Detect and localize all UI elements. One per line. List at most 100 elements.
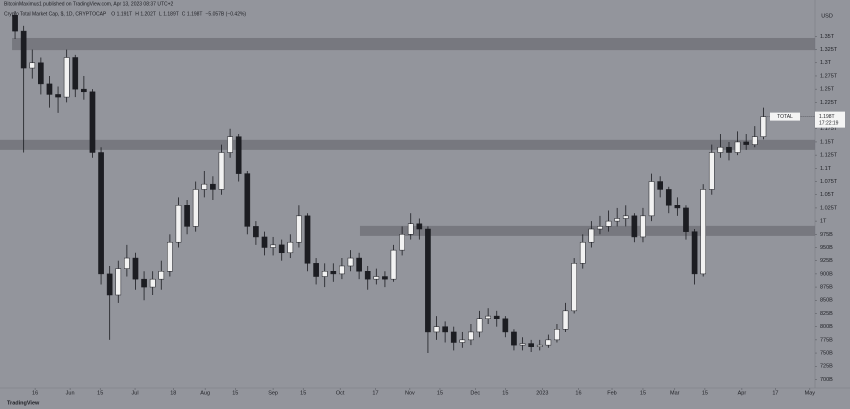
y-tick-label: 775B	[820, 337, 833, 343]
candle-body	[502, 318, 509, 333]
candle-body	[683, 207, 689, 232]
ohlc-value: 1.202T	[140, 11, 156, 17]
x-tick-label: 15	[97, 390, 103, 396]
candle-body	[321, 271, 328, 277]
x-tick-label: Apr	[738, 390, 747, 396]
candle-body	[597, 226, 603, 230]
candle-body	[175, 205, 182, 243]
ohlc-label: C	[182, 11, 186, 17]
candle-body	[390, 249, 397, 280]
candle-body	[244, 173, 251, 227]
x-tick-label: 15	[702, 390, 708, 396]
last-price-box	[815, 111, 845, 128]
candle-body	[218, 152, 225, 190]
candle-body	[201, 183, 208, 190]
candle-body	[373, 276, 380, 280]
candle-body	[700, 189, 707, 275]
candle-body	[72, 57, 79, 90]
candle-body	[356, 257, 362, 272]
candle-body	[253, 226, 259, 238]
x-tick-label: 15	[640, 390, 646, 396]
candle-body	[536, 344, 543, 347]
candle-body	[734, 141, 741, 153]
zone	[0, 139, 815, 150]
x-tick-label: 15	[502, 390, 508, 396]
candle-body	[296, 215, 302, 243]
y-tick-label: 1.1T	[820, 166, 832, 172]
ohlc-value: 1.191T	[117, 11, 133, 17]
candle-body	[545, 339, 552, 346]
candle-body	[588, 228, 595, 243]
candle-body	[261, 236, 268, 248]
y-tick-label: 700B	[820, 377, 833, 383]
candle-body	[29, 62, 36, 69]
y-tick-label: 825B	[820, 311, 833, 317]
candle-body	[115, 268, 122, 296]
candle-body	[347, 257, 354, 267]
published-note: BitcoinMaximus1 published on TradingView…	[4, 1, 174, 7]
ohlc-label: L	[159, 11, 162, 17]
candle-body	[106, 273, 113, 296]
y-tick-label: 1.25T	[820, 87, 835, 93]
candle-body	[63, 57, 70, 98]
candle-body	[468, 331, 474, 341]
candle-body	[38, 62, 44, 85]
candle-body	[304, 215, 311, 264]
candle-body	[717, 146, 724, 153]
zone	[12, 37, 815, 51]
candle-body	[81, 88, 87, 93]
x-tick-label: Aug	[200, 390, 210, 396]
candle-body	[20, 30, 27, 69]
candle-body	[579, 241, 586, 264]
x-tick-label: Dec	[470, 390, 480, 396]
x-tick-label: Oct	[336, 390, 345, 396]
candle-body	[132, 257, 139, 280]
candle-body	[476, 318, 483, 333]
candle-body	[158, 271, 165, 280]
candle-body	[399, 234, 405, 251]
candle-body	[89, 91, 96, 153]
y-tick-label: 1T	[820, 219, 827, 225]
candle-body	[751, 136, 758, 145]
y-tick-label: 1.325T	[820, 47, 838, 53]
candle-body	[450, 331, 457, 343]
zone	[359, 225, 815, 236]
x-tick-label: 16	[575, 390, 581, 396]
candle-body	[235, 136, 242, 174]
x-tick-label: 17	[772, 390, 778, 396]
y-tick-label: 975B	[820, 232, 833, 238]
candle-body	[605, 220, 612, 227]
y-tick-label: 1.05T	[820, 192, 835, 198]
candle-body	[485, 315, 491, 320]
ohlc-value: 1.189T	[163, 11, 179, 17]
y-tick-label: 1.275T	[820, 73, 838, 79]
candle-body	[167, 241, 173, 272]
change: −5.057B (−0.42%)	[206, 11, 247, 17]
y-tick-label: 1.35T	[820, 34, 835, 40]
ohlc-label: H	[135, 11, 139, 17]
candle-body	[691, 231, 698, 275]
candle-body	[313, 263, 319, 277]
last-name: TOTAL	[777, 114, 793, 120]
last-name-box	[770, 112, 800, 121]
candle-body	[46, 83, 53, 95]
x-tick-label: Feb	[607, 390, 616, 396]
candle-body	[511, 331, 517, 346]
candle-body	[640, 215, 646, 238]
x-tick-label: Mar	[670, 390, 680, 396]
y-tick-label: 875B	[820, 285, 833, 291]
y-tick-label: 1.3T	[820, 60, 832, 66]
candle-body	[270, 244, 276, 248]
y-tick-label: 1.075T	[820, 179, 838, 185]
x-tick-label: 18	[170, 390, 176, 396]
currency: USD	[821, 13, 833, 19]
candle-body	[648, 181, 655, 217]
candle-body	[364, 271, 371, 280]
candle-body	[339, 265, 345, 275]
y-tick-label: 850B	[820, 298, 833, 304]
x-tick-label: 15	[437, 390, 443, 396]
candle-body	[708, 152, 715, 190]
candle-body	[210, 183, 216, 190]
candle-body	[98, 152, 104, 275]
